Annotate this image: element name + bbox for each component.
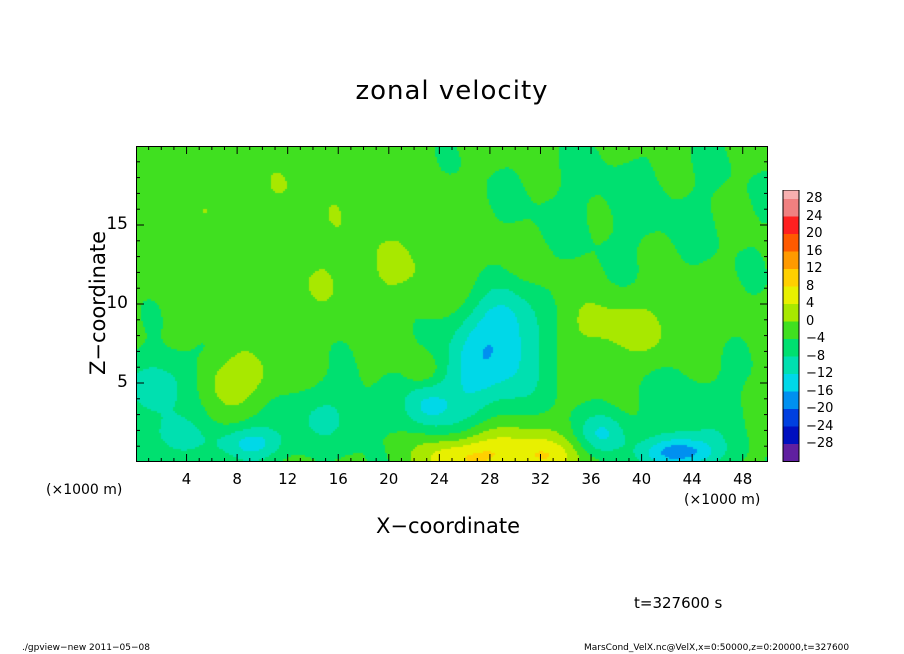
colorbar-swatch	[783, 444, 799, 462]
footer-left: ./gpview−new 2011−05−08	[22, 643, 150, 653]
x-tick-label: 12	[278, 470, 298, 488]
plot-area	[136, 146, 768, 462]
colorbar-swatch	[783, 234, 799, 252]
colorbar-label: 0	[806, 313, 815, 329]
colorbar-label: −4	[806, 331, 826, 346]
colorbar-label: 12	[806, 261, 823, 276]
colorbar-swatch	[783, 286, 799, 304]
colorbar	[782, 190, 800, 462]
colorbar-swatch	[783, 304, 799, 322]
y-tick-label: 10	[106, 293, 128, 313]
colorbar-label: 20	[806, 226, 823, 241]
y-tick-label: 5	[117, 372, 128, 392]
x-tick-label: 8	[232, 470, 242, 488]
colorbar-swatch	[783, 374, 799, 392]
colorbar-swatch	[783, 269, 799, 287]
chart-title: zonal velocity	[355, 76, 549, 106]
colorbar-label: −20	[806, 401, 834, 416]
colorbar-swatch	[783, 426, 799, 444]
colorbar-label: −12	[806, 366, 834, 381]
colorbar-label: 28	[806, 191, 823, 206]
colorbar-cap	[783, 190, 799, 199]
colorbar-swatch	[783, 251, 799, 269]
x-tick-label: 44	[682, 470, 702, 488]
x-axis-label: X−coordinate	[376, 514, 520, 538]
colorbar-swatch	[783, 339, 799, 357]
colorbar-swatch	[783, 356, 799, 374]
colorbar-swatch	[783, 391, 799, 409]
x-tick-label: 20	[379, 470, 399, 488]
colorbar-swatch	[783, 199, 799, 217]
colorbar-label: 16	[806, 243, 823, 259]
x-tick-label: 48	[733, 470, 753, 488]
x-tick-label: 4	[181, 470, 192, 488]
x-tick-label: 32	[530, 470, 551, 488]
x-tick-label: 40	[632, 470, 652, 488]
colorbar-label: 4	[806, 296, 815, 311]
x-tick-label: 36	[581, 470, 601, 488]
x-unit-right: (×1000 m)	[684, 492, 761, 508]
colorbar-label: −24	[806, 418, 834, 434]
y-tick-label: 15	[106, 214, 128, 234]
colorbar-label: 24	[806, 208, 823, 224]
footer-right: MarsCond_VelX.nc@VelX,x=0:50000,z=0:2000…	[584, 643, 850, 653]
x-tick-label: 28	[480, 470, 500, 488]
time-label: t=327600 s	[634, 594, 723, 612]
x-tick-label: 24	[429, 470, 449, 488]
colorbar-label: 8	[806, 278, 815, 294]
colorbar-swatch	[783, 216, 799, 234]
x-tick-label: 16	[328, 470, 348, 488]
colorbar-swatch	[783, 409, 799, 427]
velocity-field	[137, 147, 767, 461]
colorbar-swatch	[783, 321, 799, 339]
colorbar-label: −8	[806, 348, 826, 364]
colorbar-frame	[782, 190, 800, 462]
colorbar-label: −16	[806, 383, 834, 399]
colorbar-label: −28	[806, 436, 834, 451]
x-unit-left: (×1000 m)	[46, 482, 123, 498]
